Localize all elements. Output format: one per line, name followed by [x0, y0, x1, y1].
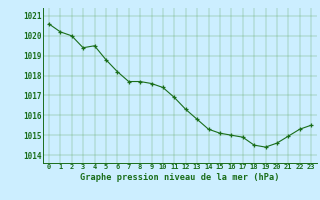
X-axis label: Graphe pression niveau de la mer (hPa): Graphe pression niveau de la mer (hPa)	[80, 173, 280, 182]
